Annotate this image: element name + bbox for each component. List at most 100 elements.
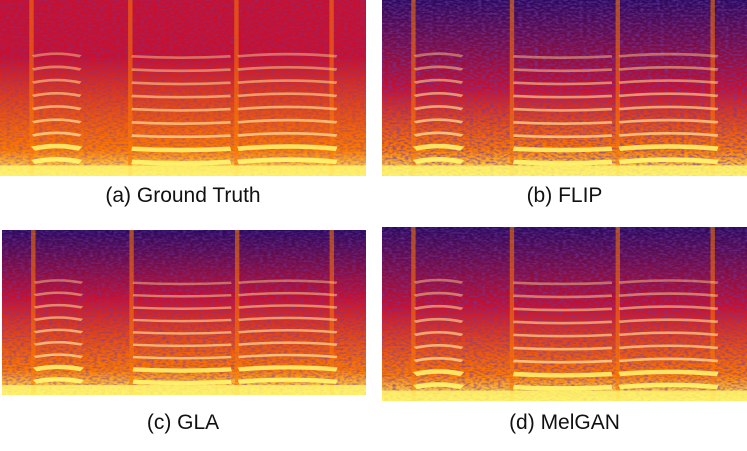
low-frequency-band <box>382 165 747 176</box>
harmonic-band <box>132 355 232 360</box>
harmonic-band <box>238 279 338 285</box>
harmonic-band <box>238 316 338 322</box>
low-frequency-band <box>2 385 366 395</box>
low-frequency-band <box>382 390 747 401</box>
onset-line <box>29 0 34 176</box>
harmonic-band <box>132 343 232 348</box>
harmonic-band <box>513 294 613 299</box>
harmonic-band <box>33 328 84 334</box>
harmonic-band <box>132 306 232 311</box>
harmonic-band <box>237 132 338 137</box>
harmonic-band <box>512 159 613 166</box>
harmonic-band <box>413 304 464 310</box>
harmonic-band <box>412 156 465 165</box>
harmonic-band <box>412 143 465 151</box>
onset-line <box>615 0 620 176</box>
onset-line <box>129 230 134 395</box>
harmonic-band <box>618 118 719 124</box>
harmonic-band <box>32 364 85 372</box>
caption-melgan: (d) MelGAN <box>509 411 620 434</box>
harmonic-band <box>31 118 82 124</box>
harmonic-band <box>513 281 613 286</box>
harmonic-band <box>512 371 613 378</box>
harmonic-band <box>413 330 464 337</box>
low-frequency-band <box>0 165 366 176</box>
onset-line <box>509 227 515 401</box>
caption-gla: (c) GLA <box>146 411 220 434</box>
harmonic-band <box>618 331 719 337</box>
harmonic-band <box>513 94 613 99</box>
harmonic-band <box>31 91 82 98</box>
harmonic-band <box>618 144 719 151</box>
harmonic-band <box>413 131 464 137</box>
harmonic-band <box>618 157 719 165</box>
harmonic-band <box>33 291 84 297</box>
onset-line <box>710 227 715 401</box>
caption-flip: (b) FLIP <box>526 184 603 207</box>
harmonic-band <box>413 317 464 324</box>
harmonic-band <box>413 91 464 98</box>
harmonic-band <box>512 384 613 391</box>
harmonic-band <box>237 79 338 85</box>
harmonic-band <box>31 105 82 111</box>
harmonic-band <box>618 92 719 98</box>
harmonic-band <box>618 292 719 298</box>
harmonic-band <box>132 331 232 335</box>
harmonic-band <box>132 318 232 323</box>
onset-line <box>509 0 515 176</box>
harmonic-band <box>237 377 338 384</box>
harmonic-band <box>131 94 231 99</box>
harmonic-band <box>413 344 464 350</box>
harmonic-band <box>131 121 231 125</box>
harmonic-band <box>237 52 338 58</box>
harmonic-band <box>131 107 231 112</box>
harmonic-band <box>413 291 464 297</box>
harmonic-band <box>413 118 464 124</box>
harmonic-band <box>131 68 231 73</box>
harmonic-band <box>413 65 464 71</box>
harmonic-band <box>512 146 613 153</box>
harmonic-band <box>131 134 231 139</box>
harmonic-band <box>32 377 85 384</box>
harmonic-band <box>31 52 82 58</box>
harmonic-band <box>618 369 719 377</box>
harmonic-band <box>618 105 719 111</box>
harmonic-band <box>33 316 84 322</box>
onset-line <box>234 230 240 395</box>
harmonic-band <box>33 340 84 346</box>
harmonic-band <box>513 68 613 73</box>
harmonic-band <box>413 52 464 58</box>
harmonic-band <box>412 369 465 377</box>
harmonic-band <box>618 79 719 85</box>
harmonic-band <box>238 291 338 297</box>
harmonic-band <box>131 55 231 59</box>
harmonic-band <box>30 156 83 165</box>
harmonic-band <box>33 303 84 309</box>
onset-line <box>411 227 416 401</box>
harmonic-band <box>33 279 84 284</box>
harmonic-band <box>618 382 719 390</box>
harmonic-band <box>30 143 83 151</box>
spectrogram-flip <box>382 0 747 176</box>
harmonic-band <box>618 66 719 71</box>
spectrogram-gla <box>2 230 366 395</box>
harmonic-band <box>413 278 464 284</box>
harmonic-band <box>513 320 613 325</box>
harmonic-band <box>237 118 338 124</box>
harmonic-band <box>413 357 464 363</box>
harmonic-band <box>618 344 719 350</box>
harmonic-band <box>513 81 613 86</box>
harmonic-band <box>238 341 338 346</box>
onset-line <box>128 0 133 176</box>
harmonic-band <box>412 382 465 390</box>
onset-line <box>615 227 620 401</box>
harmonic-band <box>238 304 338 309</box>
harmonic-band <box>131 81 231 86</box>
caption-ground-truth: (a) Ground Truth <box>105 184 261 207</box>
harmonic-band <box>132 379 232 386</box>
harmonic-band <box>131 146 232 153</box>
harmonic-band <box>513 333 613 338</box>
spectrogram-ground-truth <box>0 0 366 176</box>
onset-line <box>411 0 416 176</box>
harmonic-band <box>131 159 232 166</box>
